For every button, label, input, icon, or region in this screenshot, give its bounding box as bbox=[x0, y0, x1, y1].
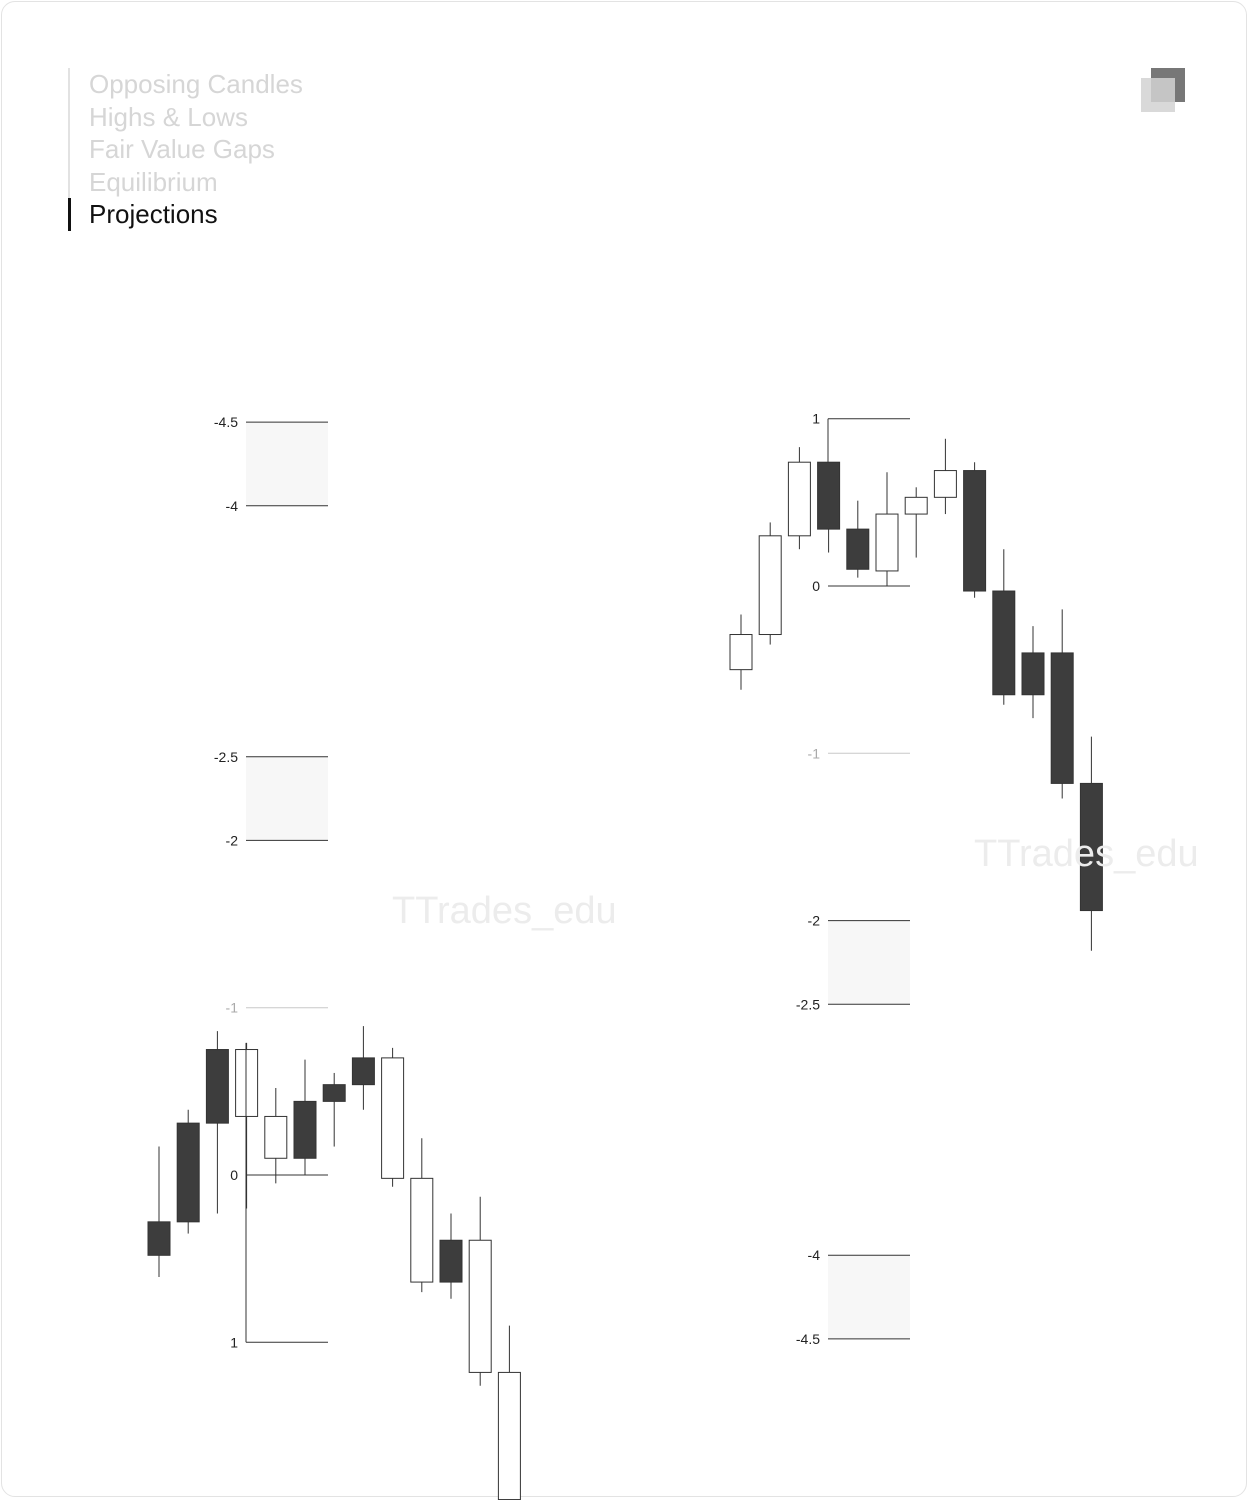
bullish-candle bbox=[381, 1057, 405, 1179]
bearish-candle bbox=[846, 528, 870, 570]
bearish-candle bbox=[322, 1084, 346, 1102]
bullish-candle bbox=[904, 496, 928, 515]
bearish-candle bbox=[1021, 652, 1045, 696]
topic-nav: Opposing Candles Highs & Lows Fair Value… bbox=[68, 68, 303, 231]
target-zone bbox=[828, 1255, 910, 1339]
level-label: -2.5 bbox=[796, 996, 820, 1012]
nav-item-equilibrium[interactable]: Equilibrium bbox=[68, 165, 303, 198]
bearish-candle bbox=[439, 1239, 463, 1283]
bearish-candle bbox=[992, 590, 1016, 696]
bullish-candle bbox=[497, 1371, 521, 1500]
bullish-candle bbox=[468, 1239, 492, 1373]
nav-item-label: Opposing Candles bbox=[89, 69, 303, 99]
bullish-candle bbox=[875, 513, 899, 572]
nav-item-label: Projections bbox=[89, 199, 218, 229]
bullish-candle bbox=[787, 461, 811, 537]
level-label: -4 bbox=[808, 1247, 821, 1263]
level-label: -2 bbox=[808, 913, 821, 929]
bullish-candle bbox=[729, 634, 753, 671]
level-label: -1 bbox=[808, 745, 821, 761]
logo-icon bbox=[1141, 68, 1187, 114]
bearish-candle bbox=[176, 1122, 200, 1223]
nav-item-label: Highs & Lows bbox=[89, 101, 248, 132]
target-zone bbox=[828, 920, 910, 1005]
level-label: -4.5 bbox=[796, 1331, 820, 1347]
bullish-candle bbox=[264, 1115, 288, 1159]
nav-item-fair-value-gaps[interactable]: Fair Value Gaps bbox=[68, 133, 303, 166]
level-label: -4.5 bbox=[214, 414, 238, 430]
level-label: -4 bbox=[226, 498, 239, 514]
target-zone bbox=[246, 756, 328, 841]
nav-item-label: Fair Value Gaps bbox=[89, 134, 275, 164]
bearish-candle bbox=[963, 470, 987, 592]
bearish-candle bbox=[147, 1221, 171, 1256]
watermark-right: TTrades_edu bbox=[974, 833, 1199, 875]
level-label: 1 bbox=[230, 1334, 238, 1350]
bullish-candle bbox=[758, 535, 782, 636]
level-label: -2 bbox=[226, 832, 239, 848]
nav-item-opposing-candles[interactable]: Opposing Candles bbox=[68, 68, 303, 101]
bullish-candle bbox=[933, 470, 957, 498]
level-label: -1 bbox=[226, 1000, 239, 1016]
level-label: 0 bbox=[230, 1167, 238, 1183]
watermark-left: TTrades_edu bbox=[392, 890, 617, 932]
bullish-candle bbox=[235, 1049, 259, 1117]
nav-item-label: Equilibrium bbox=[89, 166, 218, 197]
bearish-candle bbox=[1050, 652, 1074, 784]
nav-item-highs-lows[interactable]: Highs & Lows bbox=[68, 100, 303, 133]
bullish-candle bbox=[410, 1177, 434, 1283]
bearish-candle bbox=[1079, 782, 1103, 912]
level-label: 1 bbox=[812, 411, 820, 427]
level-label: -2.5 bbox=[214, 749, 238, 765]
bearish-candle bbox=[351, 1057, 375, 1086]
bearish-candle bbox=[817, 461, 841, 530]
level-label: 0 bbox=[812, 578, 820, 594]
bearish-candle bbox=[293, 1100, 317, 1159]
target-zone bbox=[246, 422, 328, 506]
nav-item-projections[interactable]: Projections bbox=[68, 198, 303, 231]
bearish-candle bbox=[205, 1049, 229, 1124]
